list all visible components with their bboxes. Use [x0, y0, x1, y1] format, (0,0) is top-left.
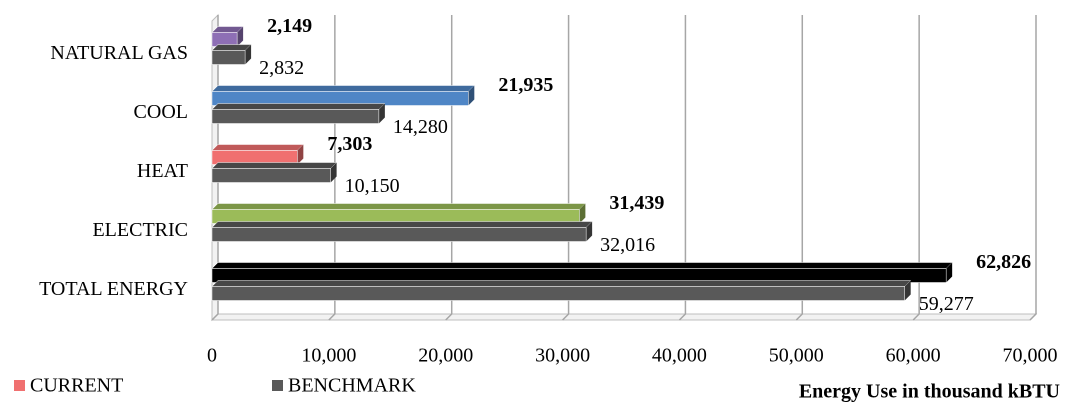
x-tick-label: 60,000	[886, 345, 941, 367]
current-label: 7,303	[327, 133, 372, 155]
legend-swatch	[14, 380, 25, 391]
bar-side	[586, 221, 593, 242]
benchmark-label: 10,150	[345, 175, 400, 197]
y-tick-label: HEAT	[137, 160, 188, 182]
bar-side	[378, 103, 385, 124]
bar	[211, 286, 905, 301]
bar-side	[330, 162, 337, 183]
floor	[210, 313, 1038, 321]
bar-top	[211, 221, 593, 228]
current-label: 2,149	[267, 15, 312, 37]
benchmark-label: 32,016	[600, 234, 655, 256]
bar	[211, 168, 331, 183]
bar-top	[211, 44, 252, 51]
grid-line	[912, 15, 920, 321]
current-label: 62,826	[976, 251, 1031, 273]
bar-side	[946, 262, 953, 283]
x-axis-title: Energy Use in thousand kBTU	[799, 381, 1060, 403]
grid-line	[445, 15, 453, 321]
bar-top	[211, 144, 304, 151]
bar-side	[245, 44, 252, 65]
y-tick-label: ELECTRIC	[92, 219, 188, 241]
bar-side	[297, 144, 304, 165]
x-tick-label: 50,000	[769, 345, 824, 367]
grid-line	[562, 15, 570, 321]
grid-line	[1029, 15, 1037, 321]
x-tick-label: 20,000	[418, 345, 473, 367]
bar-top	[211, 162, 338, 169]
bar-side	[904, 280, 911, 301]
bar-top	[211, 280, 912, 287]
bar-top	[211, 203, 586, 210]
x-tick-label: 30,000	[535, 345, 590, 367]
bar-side	[468, 85, 475, 106]
x-tick-label: 10,000	[301, 345, 356, 367]
y-tick-label: TOTAL ENERGY	[39, 278, 188, 300]
x-tick-label: 40,000	[652, 345, 707, 367]
x-tick-label: 70,000	[1003, 345, 1058, 367]
bar-top	[211, 262, 953, 269]
benchmark-label: 14,280	[393, 116, 448, 138]
bar-top	[211, 85, 475, 92]
bar-side	[579, 203, 586, 224]
grid-line	[795, 15, 804, 321]
bar-side	[237, 26, 244, 47]
bar-top	[211, 103, 386, 110]
legend-label: CURRENT	[30, 375, 123, 397]
benchmark-label: 2,832	[259, 57, 304, 79]
bar	[211, 109, 380, 124]
legend-swatch	[272, 380, 283, 391]
y-tick-label: NATURAL GAS	[50, 42, 188, 64]
legend-label: BENCHMARK	[288, 375, 416, 397]
current-label: 31,439	[609, 192, 664, 214]
current-label: 21,935	[498, 74, 553, 96]
bar	[211, 227, 587, 242]
x-tick-label: 0	[207, 345, 217, 367]
benchmark-label: 59,277	[919, 293, 974, 315]
bar	[211, 50, 246, 65]
grid-line	[678, 15, 687, 321]
y-tick-label: COOL	[134, 101, 188, 123]
